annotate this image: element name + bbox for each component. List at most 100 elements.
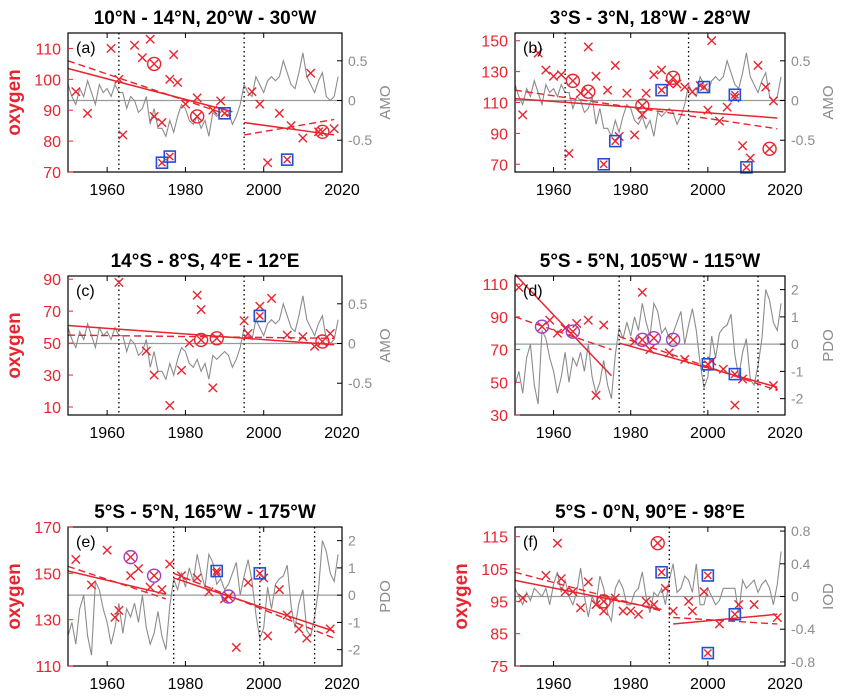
y-tick-label: 70	[490, 157, 508, 174]
oxygen-data-point	[231, 642, 242, 653]
boxed-data-point	[608, 134, 622, 148]
y2-tick-label: 0.5	[348, 296, 368, 312]
x-tick-label: 2000	[690, 425, 726, 442]
boxed-data-point-cross	[730, 370, 739, 379]
plot-frame	[67, 32, 343, 173]
oxygen-data-point	[599, 320, 609, 330]
boxed-data-point-cross	[703, 571, 712, 580]
boxed-data-point-cross	[730, 90, 739, 99]
boxed-data-point	[655, 83, 668, 97]
oxygen-data-point	[564, 148, 574, 159]
oxygen-data-point	[325, 624, 335, 634]
circled-data-point	[315, 124, 330, 140]
oxygen-data-point	[552, 538, 563, 548]
oxygen-data-point	[714, 619, 725, 629]
y-tick-label: 90	[490, 310, 508, 327]
trend-fit-solid	[67, 570, 167, 595]
oxygen-data-point	[208, 105, 218, 115]
y-tick-label: 90	[43, 272, 61, 289]
oxygen-data-point	[129, 40, 140, 51]
oxygen-data-point	[599, 606, 609, 616]
oxygen-data-point	[204, 587, 214, 597]
y2-axis-label: AMO	[377, 85, 394, 119]
y-axis-label: oxygen	[451, 563, 472, 630]
y-tick-label: 110	[35, 659, 61, 676]
oxygen-data-point	[745, 153, 755, 163]
boxed-data-point	[163, 150, 177, 163]
oxygen-data-point	[660, 583, 671, 594]
y2-tick-label: -0.4	[791, 621, 815, 637]
oxygen-data-point	[266, 293, 277, 304]
boxed-data-point-cross	[730, 610, 739, 619]
oxygen-data-point	[255, 99, 265, 109]
oxygen-data-point	[683, 596, 694, 607]
circled-data-point-cross	[764, 144, 775, 154]
trend-fit-solid	[618, 342, 778, 388]
oxygen-data-point	[541, 570, 551, 581]
circled-data-point-cross	[149, 570, 159, 581]
circled-data-point	[646, 330, 662, 346]
oxygen-data-point	[165, 400, 175, 411]
circled-data-point-cross	[212, 333, 222, 344]
y2-tick-label: 1	[791, 309, 799, 325]
circled-data-point-cross	[649, 333, 659, 343]
oxygen-data-point	[145, 34, 155, 44]
y-tick-label: 75	[490, 659, 508, 676]
y2-tick-label: 0.5	[348, 53, 368, 69]
circled-data-point	[665, 332, 681, 347]
circled-data-point-cross	[317, 336, 328, 347]
boxed-data-point-cross	[699, 82, 709, 92]
oxygen-data-point	[286, 120, 296, 131]
y2-tick-label: -0.8	[791, 654, 815, 670]
oxygen-data-point	[552, 328, 563, 338]
circled-data-point	[565, 324, 581, 339]
oxygen-data-point	[583, 315, 593, 325]
y2-tick-label: -2	[791, 391, 804, 407]
boxed-data-point	[701, 646, 715, 660]
oxygen-data-point	[572, 318, 582, 329]
oxygen-data-point	[664, 348, 674, 358]
trend-fit-solid	[173, 577, 335, 632]
oxygen-data-point	[761, 82, 771, 92]
oxygen-data-point	[768, 380, 779, 391]
oxygen-data-point	[110, 612, 120, 623]
x-tick-label: 2020	[767, 676, 803, 693]
oxygen-data-point	[282, 330, 292, 340]
y2-tick-label: 1	[348, 560, 356, 576]
oxygen-data-point	[176, 570, 187, 581]
boxed-data-point	[740, 161, 753, 174]
y2-axis-label: PDO	[820, 329, 837, 362]
oxygen-data-point	[768, 96, 779, 106]
oxygen-data-point	[734, 599, 744, 610]
oxygen-data-point	[294, 624, 304, 634]
oxygen-data-point	[672, 79, 682, 89]
oxygen-data-point	[591, 599, 601, 610]
oxygen-data-point	[157, 584, 167, 595]
y-tick-label: 110	[482, 277, 508, 294]
oxygen-data-point	[262, 158, 273, 168]
y-tick-label: 100	[34, 72, 61, 89]
y2-tick-label: 0	[791, 336, 799, 352]
circled-data-point	[665, 70, 681, 85]
y2-tick-label: 0	[791, 589, 799, 605]
circled-data-point	[596, 594, 611, 609]
circled-data-point-cross	[568, 326, 578, 337]
oxygen-data-point	[649, 599, 659, 610]
oxygen-data-point	[629, 130, 640, 140]
y2-tick-label: -0.5	[791, 132, 815, 148]
boxed-data-point-cross	[165, 152, 174, 161]
panel-title: 5°S - 5°N, 165°W - 175°W	[94, 502, 316, 523]
circled-data-point-cross	[537, 321, 547, 332]
y-tick-label: 70	[43, 165, 61, 182]
trend-fit-solid	[673, 613, 778, 625]
oxygen-data-point	[687, 606, 698, 616]
oxygen-data-point	[583, 42, 593, 52]
y2-tick-label: 0.4	[791, 556, 811, 572]
circled-data-point-cross	[125, 552, 136, 562]
oxygen-data-point	[749, 599, 759, 610]
oxygen-data-point	[556, 70, 566, 80]
panel-title: 3°S - 3°N, 18°W - 28°W	[550, 8, 750, 29]
oxygen-data-point	[157, 117, 167, 128]
oxygen-data-point	[180, 99, 191, 109]
